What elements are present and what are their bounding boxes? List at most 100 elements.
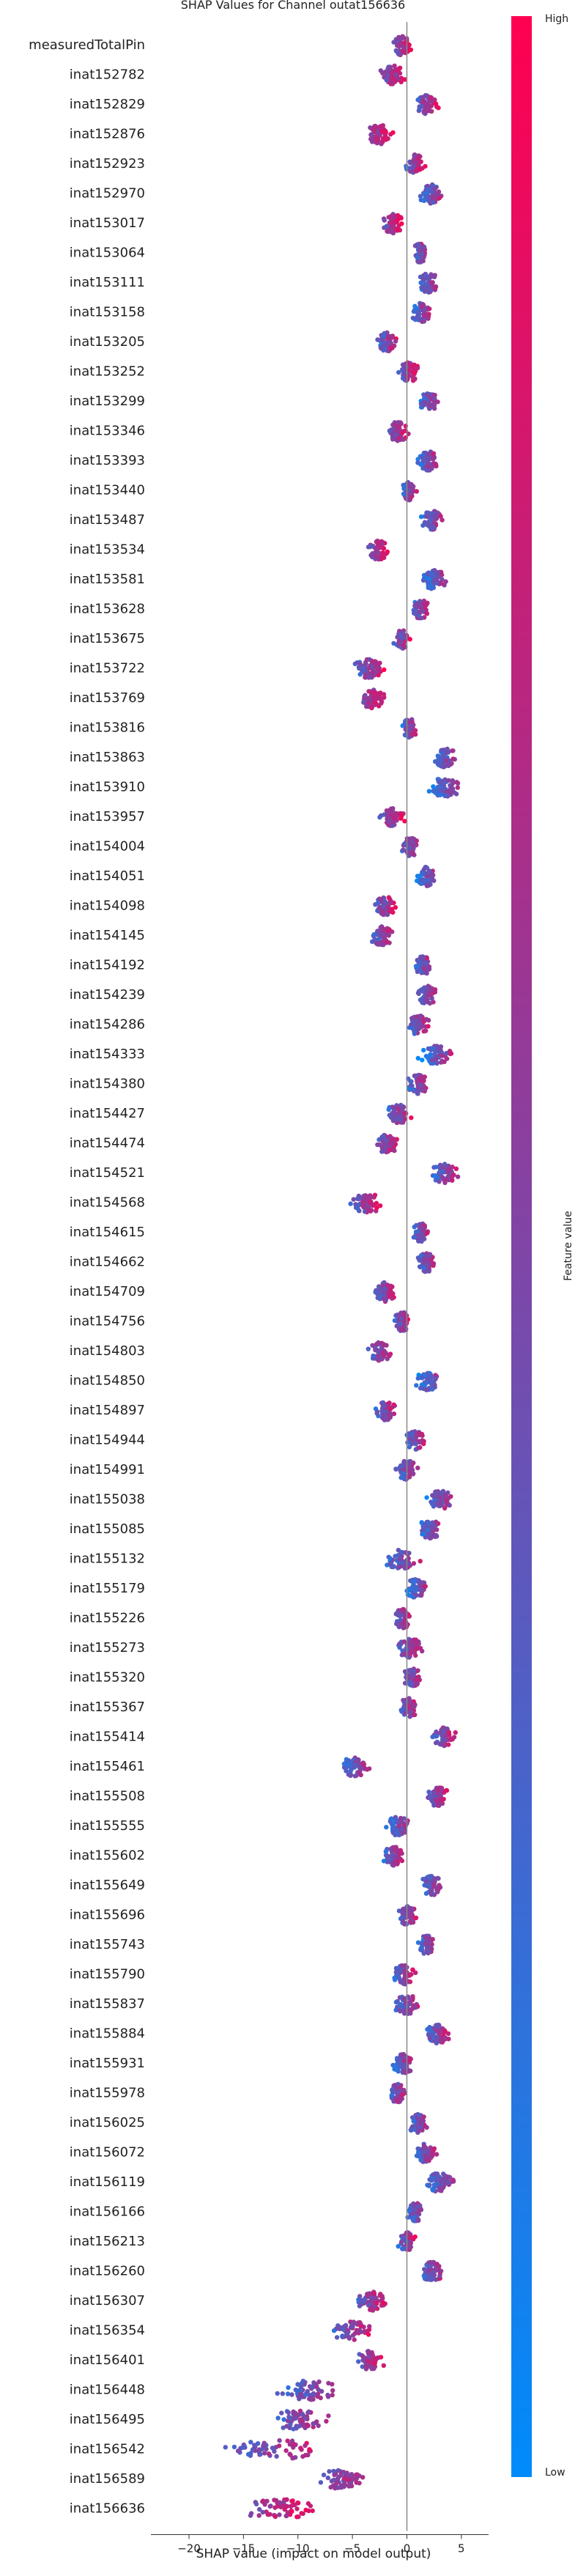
shap-point [399, 1979, 405, 1985]
shap-point [407, 1655, 412, 1660]
shap-point [341, 2327, 346, 2333]
shap-point [394, 1120, 400, 1126]
feature-label: inat155320 [70, 1670, 145, 1686]
shap-point [401, 1922, 407, 1927]
feature-label: inat156119 [70, 2174, 145, 2190]
shap-point [415, 460, 420, 465]
feature-label: inat154098 [70, 898, 145, 914]
shap-point [367, 2324, 372, 2329]
shap-point [450, 748, 455, 753]
shap-point [375, 929, 380, 934]
shap-point [401, 847, 406, 852]
shap-point [448, 1051, 454, 1056]
shap-point [392, 63, 397, 69]
shap-point [371, 690, 376, 695]
feature-label: inat154286 [70, 1017, 145, 1033]
shap-point [407, 637, 412, 642]
shap-point [387, 215, 393, 220]
shap-point [377, 815, 382, 820]
shap-point [297, 2408, 303, 2413]
shap-point [399, 1858, 405, 1864]
shap-point [383, 551, 388, 556]
shap-point [415, 1091, 420, 1096]
shap-point [405, 2215, 410, 2220]
shap-point [390, 81, 396, 86]
shap-point [413, 1442, 418, 1447]
shap-point [418, 1444, 423, 1450]
shap-point [311, 2421, 316, 2426]
feature-label: inat153581 [70, 572, 145, 587]
shap-point [307, 2396, 312, 2402]
shap-point [357, 672, 363, 677]
shap-point [390, 823, 395, 828]
shap-point [438, 2179, 443, 2185]
shap-point [412, 153, 417, 158]
shap-point [390, 1845, 396, 1850]
shap-point [289, 2392, 294, 2397]
feature-label: inat154568 [70, 1195, 145, 1211]
shap-point [396, 1908, 402, 1913]
shap-point [440, 517, 445, 523]
shap-point [365, 2292, 370, 2297]
shap-point [426, 1024, 431, 1029]
feature-label: inat152923 [70, 156, 145, 171]
shap-point [356, 1193, 361, 1199]
shap-point [365, 2358, 371, 2363]
shap-point [348, 1201, 353, 1206]
shap-point [431, 2172, 436, 2177]
shap-point [418, 1645, 423, 1651]
shap-point [272, 2448, 277, 2454]
shap-point [404, 1646, 409, 1651]
shap-point [416, 2154, 421, 2159]
shap-point [430, 1734, 435, 1740]
shap-point [389, 224, 394, 229]
shap-point [396, 2081, 401, 2087]
shap-point [401, 1471, 407, 1476]
shap-point [399, 2240, 404, 2245]
shap-point [426, 1055, 431, 1061]
shap-point [395, 420, 401, 425]
shap-point [324, 2418, 329, 2424]
shap-point [433, 2277, 439, 2282]
shap-point [355, 2328, 360, 2333]
shap-point [366, 1346, 371, 1351]
shap-point [434, 1729, 439, 1735]
shap-point [252, 2443, 257, 2448]
shap-point [416, 259, 421, 265]
shap-point [417, 2113, 422, 2118]
shap-point [362, 1765, 367, 1771]
shap-point [399, 221, 404, 226]
shap-point [425, 105, 431, 110]
shap-point [420, 1079, 426, 1084]
shap-point [305, 2388, 310, 2394]
shap-point [416, 613, 421, 618]
shap-point [360, 1203, 366, 1208]
feature-label: inat154380 [70, 1077, 145, 1092]
shap-point [398, 79, 404, 85]
shap-point [401, 486, 407, 492]
shap-point [420, 1000, 425, 1005]
shap-point [412, 843, 418, 848]
shap-point [366, 700, 371, 705]
shap-point [401, 1912, 406, 1917]
shap-point [434, 1048, 440, 1054]
shap-point [393, 1466, 398, 1472]
shap-point [380, 1351, 385, 1356]
shap-point [434, 2262, 440, 2267]
shap-point [413, 169, 418, 174]
shap-point [398, 1613, 404, 1618]
shap-point [366, 1204, 371, 1209]
shap-point [275, 2416, 281, 2421]
shap-point [242, 2444, 247, 2449]
shap-point [366, 689, 371, 694]
feature-label: inat153064 [70, 246, 145, 261]
shap-point [400, 35, 406, 40]
shap-point [412, 838, 418, 843]
shap-point [397, 1645, 402, 1650]
shap-point [432, 2182, 437, 2188]
shap-point [401, 2069, 407, 2075]
feature-label: inat156589 [70, 2471, 145, 2487]
shap-point [283, 2448, 289, 2454]
shap-point [318, 2395, 323, 2401]
shap-point [402, 1619, 407, 1624]
